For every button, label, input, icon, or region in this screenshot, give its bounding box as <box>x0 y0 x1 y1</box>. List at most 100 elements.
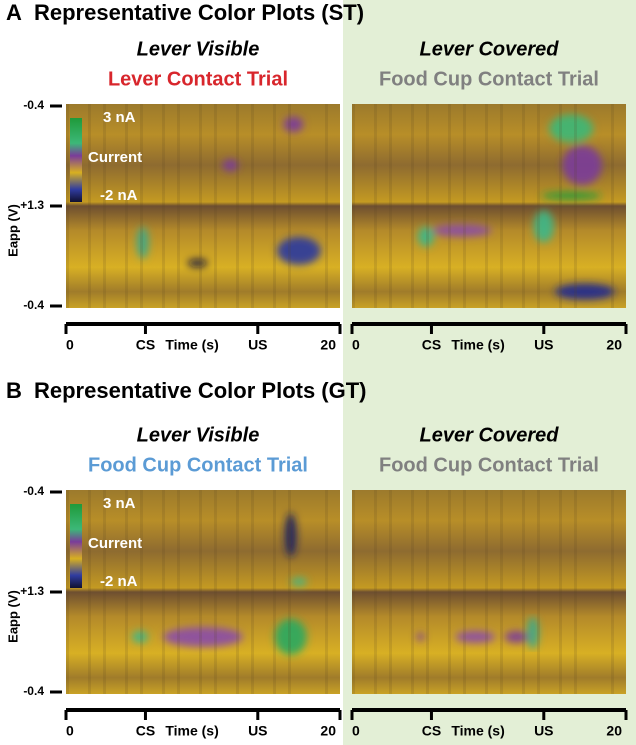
signal <box>131 630 148 643</box>
x-tick-label: 20 <box>320 337 336 353</box>
streak <box>236 490 239 694</box>
color-plot <box>66 104 340 308</box>
streak <box>199 104 202 308</box>
signal <box>276 236 321 265</box>
streak <box>125 490 128 694</box>
signal <box>163 626 243 647</box>
signal <box>554 283 615 300</box>
streak <box>273 490 276 694</box>
streak <box>374 490 377 694</box>
streak <box>559 490 562 694</box>
streak <box>88 490 91 694</box>
streak <box>162 104 165 308</box>
plot-features <box>136 116 321 268</box>
colorbar-min: -2 nA <box>100 573 138 590</box>
streak <box>448 104 451 308</box>
streak <box>411 104 414 308</box>
streak <box>574 490 577 694</box>
condition: Lever Covered <box>420 38 560 60</box>
streak <box>140 104 143 308</box>
streak <box>500 104 503 308</box>
condition: Lever Covered <box>420 424 560 446</box>
streak <box>177 104 180 308</box>
colorbar <box>70 118 82 202</box>
colorbar <box>70 504 82 588</box>
streak <box>251 104 254 308</box>
color-plot <box>352 490 626 694</box>
streak <box>522 104 525 308</box>
y-axis-label: Eapp (V) <box>5 204 20 257</box>
streak <box>426 490 429 694</box>
condition: Lever Visible <box>137 38 260 60</box>
streak <box>352 104 355 308</box>
x-tick-label: US <box>248 723 267 739</box>
colorbar-max: 3 nA <box>103 109 136 126</box>
colorbar-label: Current <box>88 149 142 166</box>
streak <box>537 104 540 308</box>
signal <box>533 210 554 243</box>
signal <box>274 618 307 655</box>
streak <box>162 490 165 694</box>
streak <box>88 104 91 308</box>
streak <box>485 490 488 694</box>
signal <box>562 145 603 186</box>
signal <box>290 577 307 586</box>
panel-letter: B <box>6 378 22 403</box>
streak <box>448 490 451 694</box>
x-tick-label: Time (s) <box>451 337 504 353</box>
streak <box>559 104 562 308</box>
x-tick-label: 0 <box>352 337 360 353</box>
x-tick-label: US <box>534 337 553 353</box>
x-tick-label: 0 <box>352 723 360 739</box>
y-tick-label: -0.4 <box>23 684 44 698</box>
y-tick-label: +1.3 <box>20 198 44 212</box>
color-plot <box>66 490 340 694</box>
y-tick-label: -0.4 <box>23 484 44 498</box>
signal <box>504 630 529 643</box>
y-tick-label: -0.4 <box>23 98 44 112</box>
streak <box>352 490 355 694</box>
x-tick-label: CS <box>422 723 441 739</box>
panel-letter: A <box>6 0 22 25</box>
x-tick-label: 20 <box>606 723 622 739</box>
x-tick-label: CS <box>136 337 155 353</box>
y-tick-label: +1.3 <box>20 584 44 598</box>
trial: Food Cup Contact Trial <box>88 454 308 476</box>
signal <box>455 630 496 643</box>
signal <box>417 226 434 247</box>
streak <box>522 490 525 694</box>
x-tick-label: US <box>534 723 553 739</box>
signal <box>526 616 539 649</box>
streak <box>288 490 291 694</box>
x-tick-label: 20 <box>606 337 622 353</box>
trial: Food Cup Contact Trial <box>379 68 599 90</box>
trial: Food Cup Contact Trial <box>379 454 599 476</box>
streak <box>66 490 69 694</box>
streak <box>236 104 239 308</box>
condition: Lever Visible <box>137 424 260 446</box>
x-tick-label: 0 <box>66 723 74 739</box>
y-tick-label: -0.4 <box>23 298 44 312</box>
panel-title: Representative Color Plots (GT) <box>34 378 367 403</box>
signal <box>284 512 297 557</box>
streak <box>214 104 217 308</box>
signal <box>283 116 304 133</box>
signal <box>541 191 602 200</box>
streak <box>177 490 180 694</box>
plot-features <box>131 512 307 655</box>
x-tick-label: 20 <box>320 723 336 739</box>
x-tick-label: Time (s) <box>165 723 218 739</box>
panel-title: Representative Color Plots (ST) <box>34 0 364 25</box>
streak <box>125 104 128 308</box>
x-tick-label: 0 <box>66 337 74 353</box>
streak <box>374 104 377 308</box>
signal <box>187 259 208 268</box>
signal <box>549 114 594 143</box>
streak <box>537 490 540 694</box>
x-tick-label: CS <box>136 723 155 739</box>
streak <box>288 104 291 308</box>
streak <box>611 490 614 694</box>
streak <box>140 490 143 694</box>
streak <box>426 104 429 308</box>
streak <box>199 490 202 694</box>
